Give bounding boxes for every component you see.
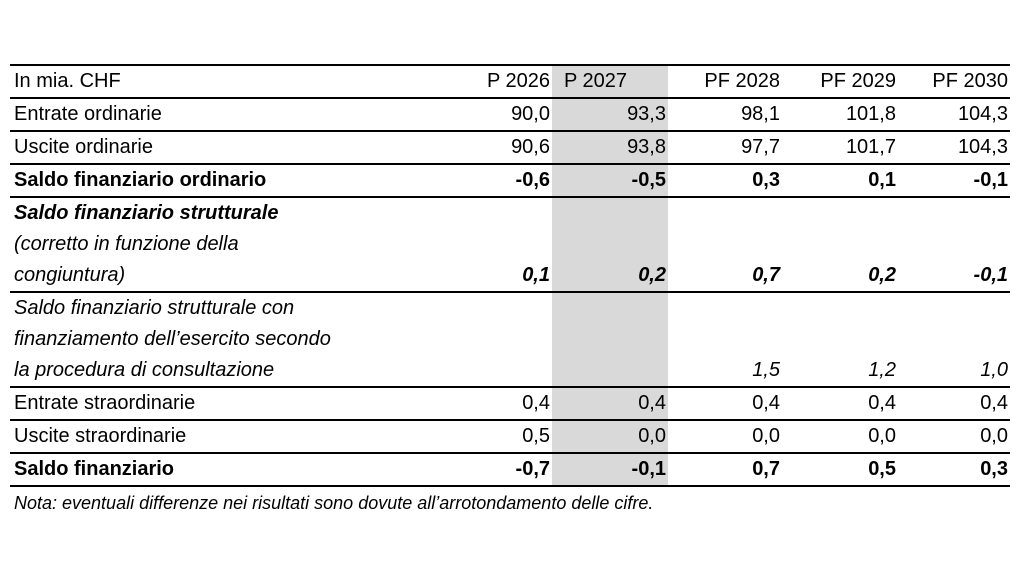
row-label: congiuntura) — [14, 264, 126, 286]
row-label: finanziamento dell’esercito secondo — [14, 328, 331, 350]
cell: 0,2 — [868, 264, 896, 286]
row-label: Entrate straordinarie — [10, 386, 430, 420]
financial-table-container: In mia. CHF P 2026 P 2027 PF 2028 PF 202… — [10, 64, 1010, 514]
row-uscite-ordinarie: Uscite ordinarie 90,6 93,8 97,7 101,7 10… — [10, 130, 1010, 164]
table-header-row: In mia. CHF P 2026 P 2027 PF 2028 PF 202… — [10, 64, 1010, 99]
cell: 1,0 — [980, 359, 1008, 381]
cell: 90,0 — [511, 103, 550, 125]
cell: 0,0 — [898, 419, 1010, 453]
cell: -0,5 — [552, 163, 668, 197]
row-saldo-ordinario: Saldo finanziario ordinario -0,6 -0,5 0,… — [10, 163, 1010, 197]
row-entrate-ordinarie: Entrate ordinarie 90,0 93,3 98,1 101,8 1… — [10, 98, 1010, 131]
cell: 1,2 — [868, 359, 896, 381]
header-unit: In mia. CHF — [10, 64, 430, 99]
header-p2027: P 2027 — [552, 64, 668, 99]
row-saldo-esercito-line3: la procedura di consultazione 1,5 1,2 1,… — [10, 355, 1010, 387]
cell: 93,8 — [552, 130, 668, 164]
header-pf2030: PF 2030 — [898, 64, 1010, 99]
cell: 104,3 — [957, 103, 1008, 125]
row-label: Saldo finanziario — [10, 452, 430, 487]
cell: 101,7 — [782, 130, 898, 164]
row-uscite-straordinarie: Uscite straordinarie 0,5 0,0 0,0 0,0 0,0 — [10, 419, 1010, 453]
cell: 0,4 — [430, 386, 552, 420]
financial-table: In mia. CHF P 2026 P 2027 PF 2028 PF 202… — [10, 64, 1010, 487]
row-label: Uscite straordinarie — [10, 419, 430, 453]
cell: 0,1 — [782, 163, 898, 197]
row-label: Uscite ordinarie — [10, 130, 430, 164]
cell: 1,5 — [752, 359, 780, 381]
cell — [430, 355, 552, 387]
cell: 0,7 — [668, 452, 782, 487]
cell: 0,4 — [552, 386, 668, 420]
cell: 0,4 — [668, 386, 782, 420]
cell: 0,3 — [898, 452, 1010, 487]
row-saldo-esercito-line2: finanziamento dell’esercito secondo — [10, 324, 1010, 355]
row-label: la procedura di consultazione — [14, 359, 275, 381]
cell: 0,4 — [782, 386, 898, 420]
cell: -0,7 — [430, 452, 552, 487]
row-label: (corretto in funzione della — [14, 233, 239, 255]
cell: 0,2 — [552, 260, 668, 292]
cell: 0,5 — [430, 419, 552, 453]
cell: -0,6 — [430, 163, 552, 197]
cell: 98,1 — [741, 103, 780, 125]
cell — [552, 355, 668, 387]
cell: 90,6 — [430, 130, 552, 164]
cell: 104,3 — [898, 130, 1010, 164]
header-p2026: P 2026 — [430, 64, 552, 99]
cell: 0,7 — [752, 264, 780, 286]
cell: 0,1 — [522, 264, 550, 286]
cell: -0,1 — [552, 452, 668, 487]
row-saldo-strutturale-line2: (corretto in funzione della — [10, 229, 1010, 260]
row-saldo-finanziario: Saldo finanziario -0,7 -0,1 0,7 0,5 0,3 — [10, 452, 1010, 487]
cell: 0,0 — [552, 419, 668, 453]
row-label: Saldo finanziario strutturale — [10, 196, 430, 229]
cell: 0,4 — [898, 386, 1010, 420]
cell: 0,0 — [782, 419, 898, 453]
table-footnote: Nota: eventuali differenze nei risultati… — [14, 493, 654, 513]
row-saldo-esercito-line1: Saldo finanziario strutturale con — [10, 291, 1010, 324]
row-entrate-straordinarie: Entrate straordinarie 0,4 0,4 0,4 0,4 0,… — [10, 386, 1010, 420]
row-label: Saldo finanziario ordinario — [10, 163, 430, 197]
cell: -0,1 — [973, 264, 1008, 286]
cell: -0,1 — [898, 163, 1010, 197]
header-pf2029: PF 2029 — [782, 64, 898, 99]
header-pf2028: PF 2028 — [668, 64, 782, 99]
row-label: Saldo finanziario strutturale con — [10, 291, 430, 324]
cell: 93,3 — [552, 98, 668, 131]
cell: 97,7 — [668, 130, 782, 164]
row-saldo-strutturale-line3: congiuntura) 0,1 0,2 0,7 0,2 -0,1 — [10, 260, 1010, 292]
cell: 0,5 — [782, 452, 898, 487]
cell: 0,3 — [668, 163, 782, 197]
row-label: Entrate ordinarie — [14, 103, 162, 125]
cell: 101,8 — [845, 103, 896, 125]
row-saldo-strutturale-line1: Saldo finanziario strutturale — [10, 196, 1010, 229]
cell: 0,0 — [668, 419, 782, 453]
